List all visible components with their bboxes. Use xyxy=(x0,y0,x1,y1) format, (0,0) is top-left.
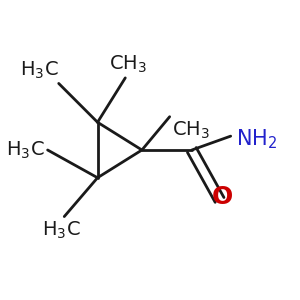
Text: O: O xyxy=(212,185,233,209)
Text: $\mathsf{NH_2}$: $\mathsf{NH_2}$ xyxy=(236,127,278,151)
Text: $\mathsf{H_3C}$: $\mathsf{H_3C}$ xyxy=(42,219,81,241)
Text: $\mathsf{H_3C}$: $\mathsf{H_3C}$ xyxy=(6,139,45,161)
Text: $\mathsf{H_3C}$: $\mathsf{H_3C}$ xyxy=(20,59,59,81)
Text: $\mathsf{CH_3}$: $\mathsf{CH_3}$ xyxy=(109,54,147,75)
Text: $\mathsf{CH_3}$: $\mathsf{CH_3}$ xyxy=(172,119,210,141)
